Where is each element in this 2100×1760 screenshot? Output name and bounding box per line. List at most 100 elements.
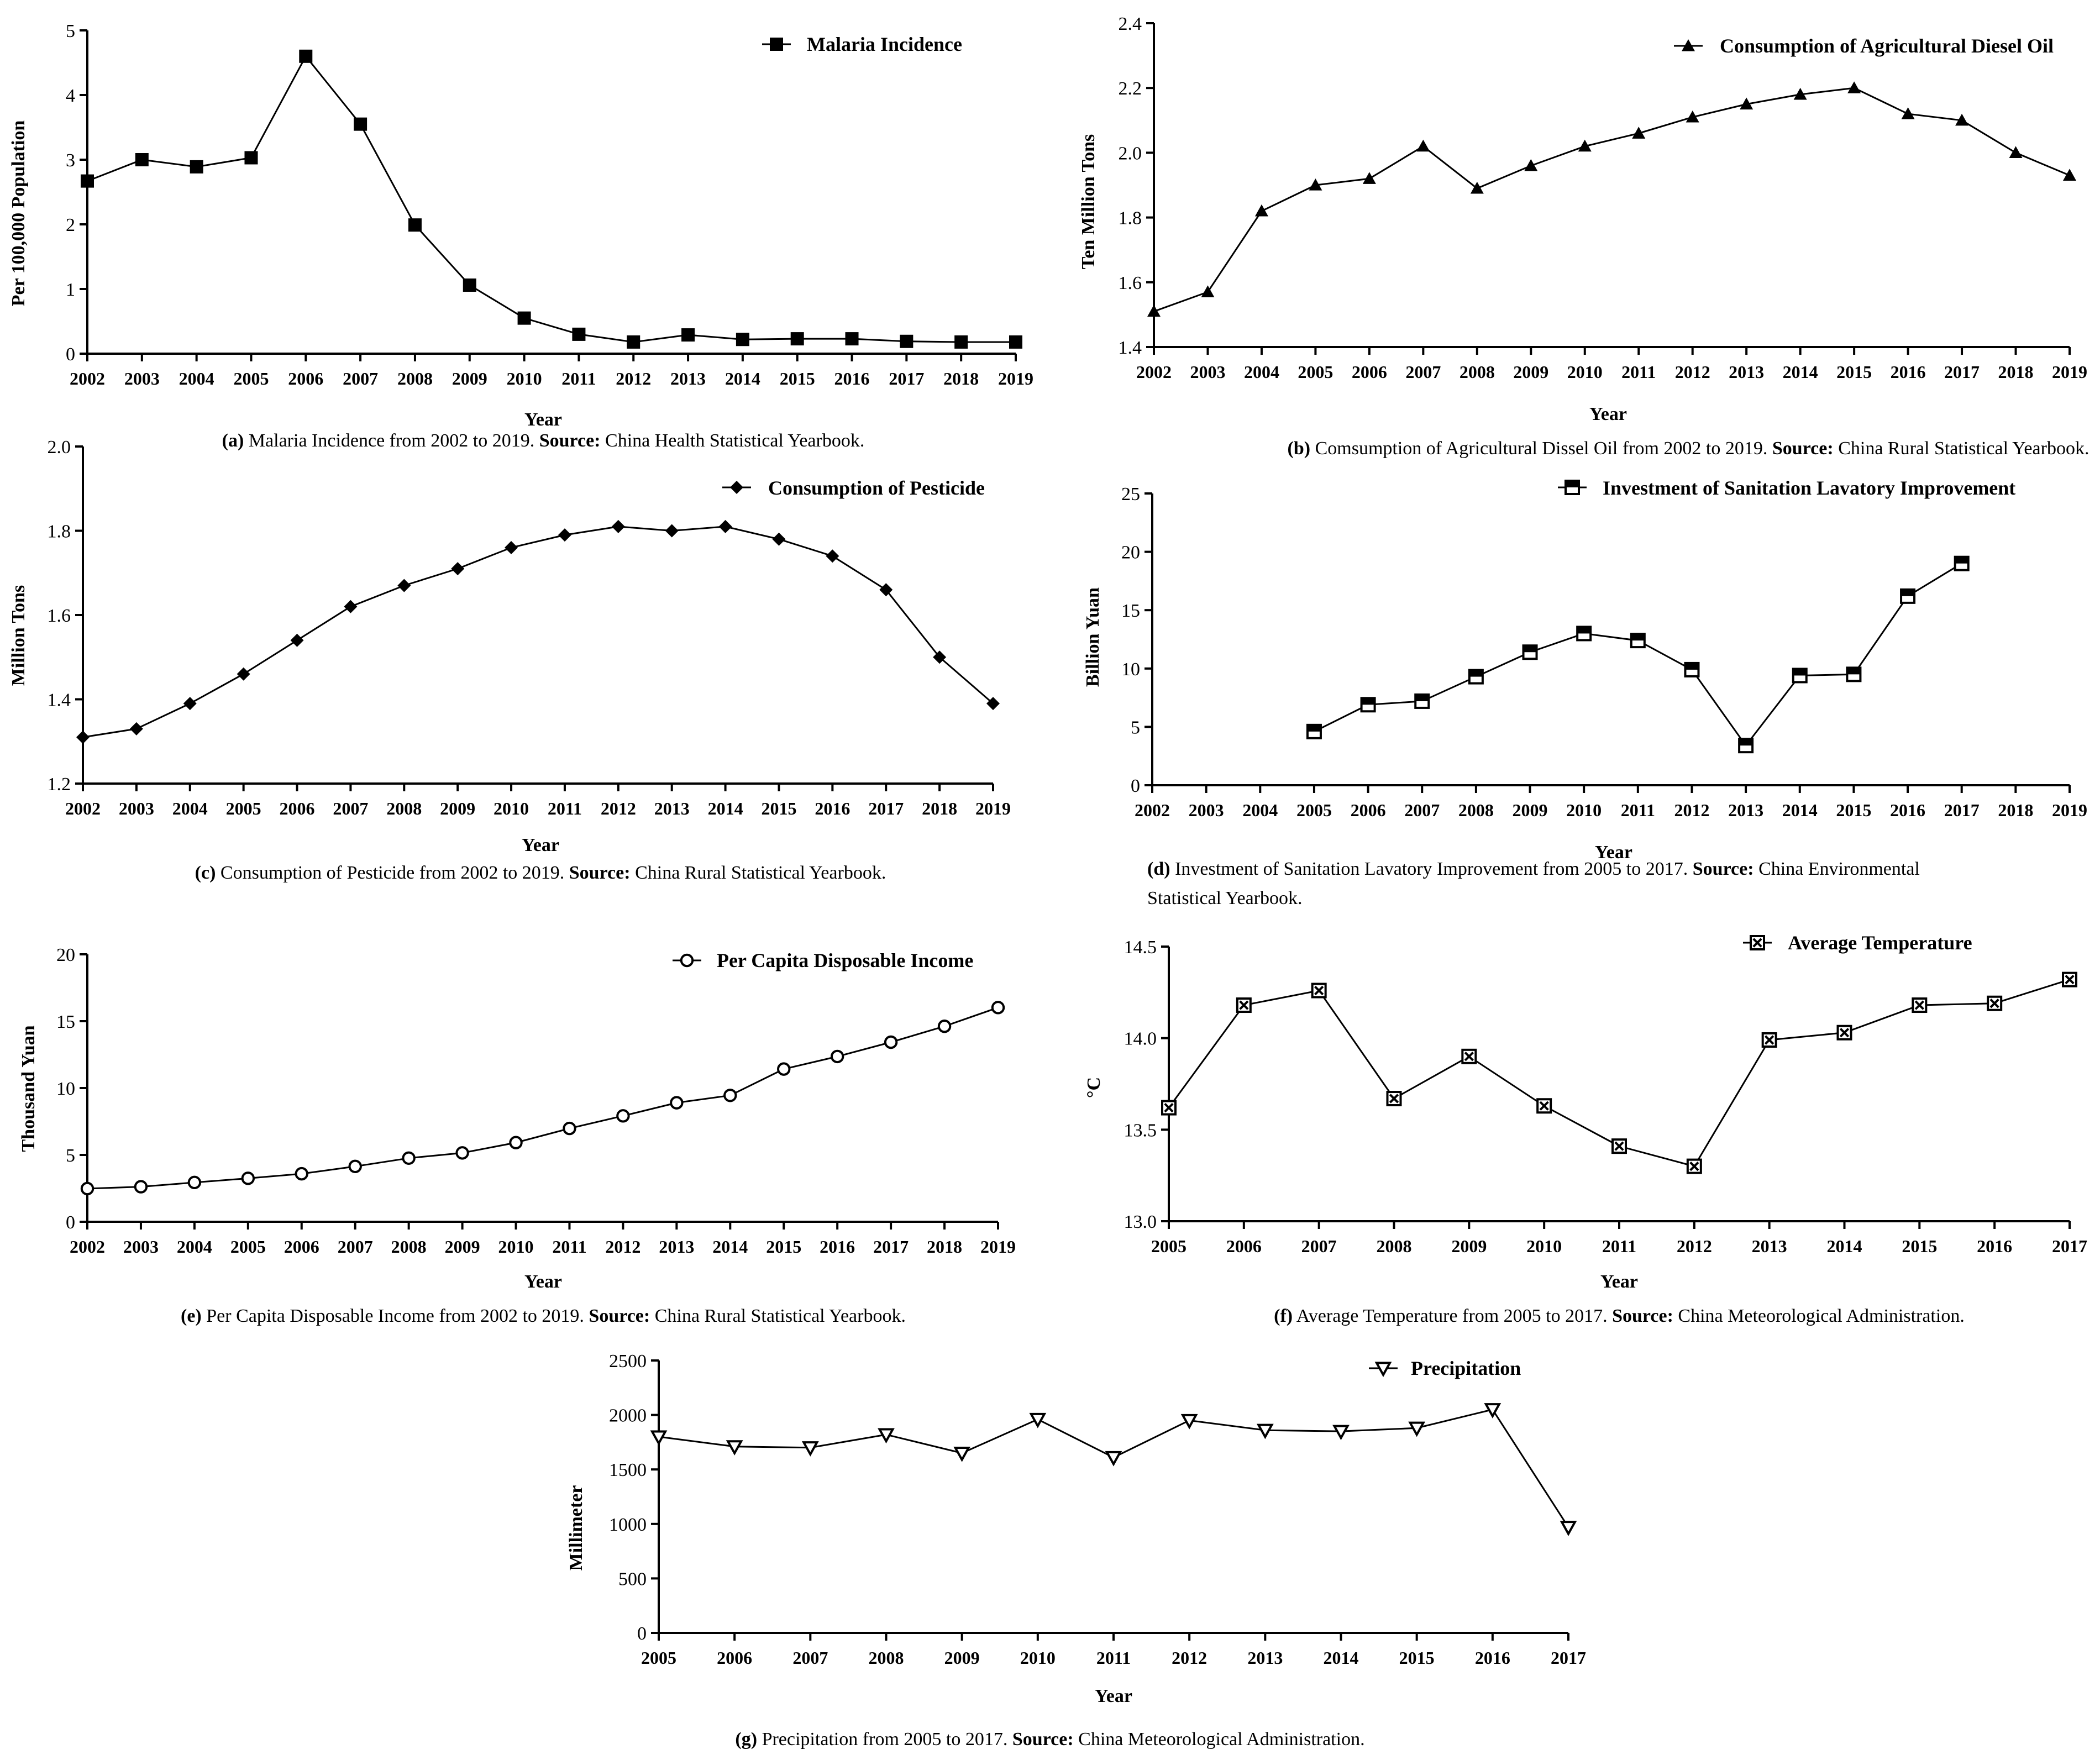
x-axis-label: Year <box>1600 1272 1638 1292</box>
data-point-marker <box>681 328 695 342</box>
marker-cross <box>1752 938 1762 948</box>
data-point-marker <box>670 1096 684 1110</box>
marker-fill <box>1577 627 1591 634</box>
x-tick-label: 2005 <box>1151 1236 1186 1256</box>
x-tick-label: 2018 <box>927 1237 962 1257</box>
caption-source-label: Source: <box>569 863 631 883</box>
data-point-marker <box>772 532 786 546</box>
data-point-marker <box>1836 1025 1852 1041</box>
legend-sample <box>1743 935 1772 950</box>
y-axis-label: Per 100,000 Population <box>8 120 29 307</box>
data-point-marker <box>1374 1362 1392 1378</box>
x-tick-label: 2006 <box>284 1237 319 1257</box>
data-point-marker <box>616 1109 630 1123</box>
marker-fill <box>1793 669 1807 676</box>
marker-box <box>1236 997 1252 1013</box>
chart-disposable-income: 0 5 10 15 20 2002 2003 2004 2005 2006 2007 2008 2009… <box>56 945 1016 1257</box>
data-point-marker <box>1161 1100 1177 1116</box>
x-tick-label: 2005 <box>230 1237 266 1257</box>
data-point-marker <box>1105 1451 1122 1467</box>
y-tick-label: 500 <box>618 1569 647 1589</box>
caption-text: Per Capita Disposable Income from 2002 t… <box>202 1306 589 1326</box>
data-point-marker <box>129 722 143 735</box>
x-tick-label: 2018 <box>1998 362 2034 382</box>
x-tick-label: 2017 <box>1944 800 1980 820</box>
x-tick-label: 2004 <box>179 369 214 388</box>
chart-precipitation: 0 500 1000 1500 2000 2500 2005 2006 2007 2008 2009… <box>609 1351 1586 1668</box>
x-tick-label: 2019 <box>2052 362 2087 382</box>
legend-label: Malaria Incidence <box>807 33 962 55</box>
caption-letter: (b) <box>1288 438 1311 459</box>
caption-text: Investment of Sanitation Lavatory Improv… <box>1170 859 1693 879</box>
data-point-marker <box>1630 633 1646 649</box>
y-axis-label: Ten Million Tons <box>1078 134 1099 269</box>
x-tick-label: 2003 <box>1190 362 1225 382</box>
x-tick-label: 2017 <box>1551 1648 1586 1668</box>
x-tick-label: 2009 <box>452 369 487 388</box>
caption-source-text: China Meteorological Administration. <box>1074 1729 1365 1750</box>
marker-cross <box>2065 975 2075 985</box>
data-point-marker <box>1912 997 1928 1013</box>
data-point-marker <box>1236 997 1252 1013</box>
x-tick-label: 2016 <box>820 1237 855 1257</box>
x-tick-label: 2008 <box>1377 1236 1412 1256</box>
y-tick-label: 2.0 <box>48 437 71 458</box>
legend-label: Consumption of Pesticide <box>768 477 985 499</box>
x-tick-label: 2004 <box>172 798 208 818</box>
data-point-marker <box>723 1089 737 1102</box>
chart-pesticide: 1.2 1.4 1.6 1.8 2.0 2002 2003 2004 2005 2006 2007 2… <box>48 437 1011 818</box>
x-tick-label: 2005 <box>1298 362 1333 382</box>
data-point-marker <box>1461 1048 1477 1064</box>
x-tick-label: 2011 <box>552 1237 586 1257</box>
caption-source-text: China Rural Statistical Yearbook. <box>650 1306 906 1326</box>
marker-fill <box>1361 698 1375 705</box>
data-point-marker <box>1470 181 1484 194</box>
data-point-marker <box>953 1447 971 1462</box>
x-tick-label: 2012 <box>1675 362 1710 382</box>
x-tick-label: 2014 <box>1324 1648 1359 1668</box>
y-tick-label: 2.2 <box>1119 78 1142 99</box>
data-point-marker <box>830 1049 844 1064</box>
data-point-marker <box>1792 668 1808 684</box>
y-tick-label: 2.4 <box>1119 14 1142 34</box>
x-tick-label: 2007 <box>343 369 378 388</box>
y-axis-label: °C <box>1084 1077 1104 1098</box>
y-tick-label: 1.8 <box>48 522 71 542</box>
data-point-marker <box>517 311 531 325</box>
x-tick-label: 2007 <box>1404 800 1440 820</box>
x-tick-label: 2003 <box>124 369 160 388</box>
data-point-marker <box>1901 107 1915 119</box>
data-point-marker <box>726 1440 743 1456</box>
data-point-marker <box>1414 693 1430 709</box>
data-point-marker <box>900 334 914 348</box>
data-point-marker <box>1750 935 1765 950</box>
y-tick-label: 1.4 <box>48 690 71 711</box>
marker-box <box>1761 1032 1777 1048</box>
caption-text: Precipitation from 2005 to 2017. <box>757 1729 1012 1750</box>
x-tick-label: 2007 <box>792 1648 828 1668</box>
data-point-marker <box>1468 669 1484 685</box>
data-point-marker <box>790 332 804 346</box>
y-tick-label: 5 <box>66 21 75 41</box>
data-point-marker <box>1847 81 1861 93</box>
y-axis-label: Billion Yuan <box>1083 587 1103 687</box>
data-point-marker <box>611 519 625 533</box>
x-tick-label: 2008 <box>397 369 433 388</box>
marker-cross <box>1839 1028 1850 1038</box>
data-point-marker <box>826 549 839 563</box>
data-point-marker <box>241 1171 255 1185</box>
data-point-marker <box>1578 139 1592 152</box>
x-tick-label: 2012 <box>616 369 651 388</box>
data-point-marker <box>1686 1158 1702 1174</box>
legend-label: Consumption of Agricultural Diesel Oil <box>1720 35 2054 57</box>
series-line <box>87 55 1016 343</box>
x-tick-label: 2007 <box>1301 1236 1337 1256</box>
x-tick-label: 2015 <box>761 798 796 818</box>
caption-source-text: China Meteorological Administration. <box>1673 1306 1965 1326</box>
data-point-marker <box>1147 304 1161 317</box>
caption-source-label: Source: <box>1612 1306 1673 1326</box>
data-point-marker <box>81 174 94 188</box>
x-tick-label: 2009 <box>440 798 475 818</box>
x-tick-label: 2018 <box>1998 800 2033 820</box>
data-point-marker <box>954 335 968 349</box>
